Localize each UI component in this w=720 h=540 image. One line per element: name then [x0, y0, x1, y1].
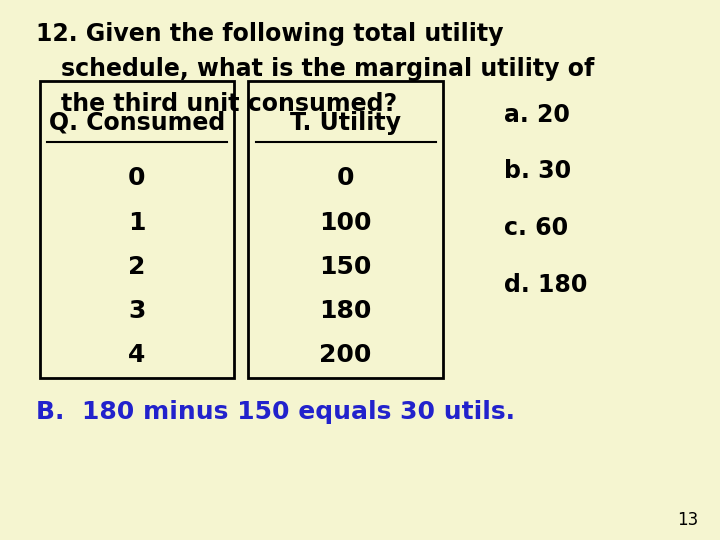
Text: 2: 2 — [128, 255, 145, 279]
Text: 180: 180 — [320, 299, 372, 323]
Text: a. 20: a. 20 — [504, 103, 570, 126]
Text: the third unit consumed?: the third unit consumed? — [61, 92, 397, 116]
Text: 1: 1 — [128, 211, 145, 234]
Text: schedule, what is the marginal utility of: schedule, what is the marginal utility o… — [61, 57, 595, 80]
Text: 3: 3 — [128, 299, 145, 323]
Text: 12. Given the following total utility: 12. Given the following total utility — [36, 22, 503, 45]
Text: d. 180: d. 180 — [504, 273, 588, 296]
Text: c. 60: c. 60 — [504, 216, 568, 240]
Text: 150: 150 — [320, 255, 372, 279]
Text: T. Utility: T. Utility — [290, 111, 401, 134]
Text: 0: 0 — [337, 166, 354, 190]
Text: 13: 13 — [677, 511, 698, 529]
Bar — [248, 81, 443, 378]
Text: 100: 100 — [320, 211, 372, 234]
Text: Q. Consumed: Q. Consumed — [49, 111, 225, 134]
Bar — [40, 81, 234, 378]
Text: B.  180 minus 150 equals 30 utils.: B. 180 minus 150 equals 30 utils. — [36, 400, 515, 423]
Text: 4: 4 — [128, 343, 145, 367]
Text: 0: 0 — [128, 166, 145, 190]
Text: 200: 200 — [320, 343, 372, 367]
Text: b. 30: b. 30 — [504, 159, 571, 183]
